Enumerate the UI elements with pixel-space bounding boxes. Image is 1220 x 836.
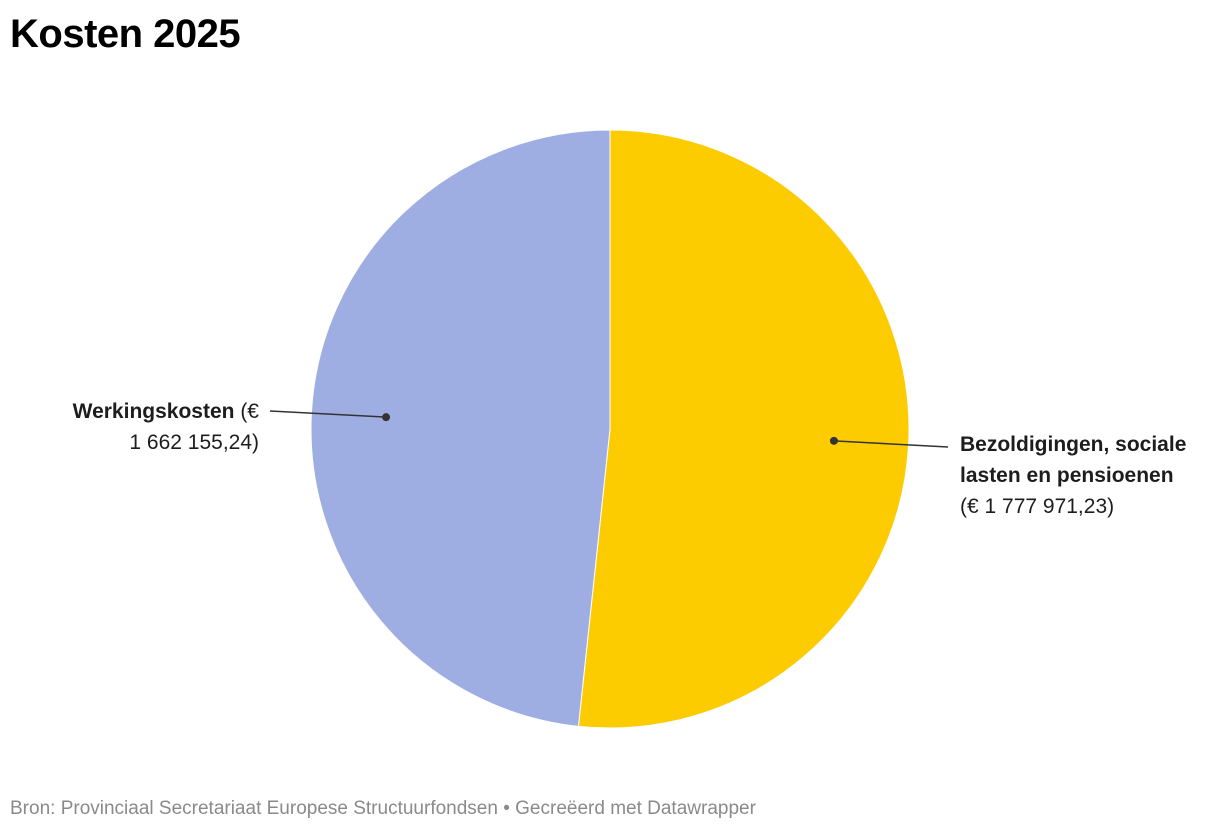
- slice-label-werkingskosten-open: (€: [240, 400, 259, 423]
- leader-bezoldigingen-dot: [829, 436, 838, 445]
- pie-slice-werkingskosten: [310, 129, 611, 727]
- slice-label-werkingskosten-name: Werkingskosten: [72, 400, 235, 423]
- slice-label-werkingskosten-amount: 1 662 155,24): [129, 431, 259, 454]
- label-leaders: [269, 410, 949, 448]
- slice-label-bezoldigingen-value: (€ 1 777 971,23): [960, 495, 1115, 518]
- slice-label-bezoldigingen-name-line1: Bezoldigingen, sociale: [960, 433, 1187, 456]
- pie-slices: [310, 129, 910, 729]
- slice-label-bezoldigingen-name-line2: lasten en pensioenen: [960, 464, 1174, 487]
- slice-label-bezoldigingen: Bezoldigingen, sociale lasten en pensioe…: [960, 429, 1215, 522]
- leader-werkingskosten-dot: [382, 413, 391, 422]
- leader-bezoldigingen-line: [833, 440, 949, 448]
- chart-title: Kosten 2025: [10, 12, 241, 56]
- pie-slice-bezoldigingen: [577, 129, 910, 729]
- slice-label-werkingskosten: Werkingskosten (€ 1 662 155,24): [19, 396, 259, 458]
- leader-werkingskosten-line: [269, 410, 387, 418]
- source-footer: Bron: Provinciaal Secretariaat Europese …: [10, 798, 756, 819]
